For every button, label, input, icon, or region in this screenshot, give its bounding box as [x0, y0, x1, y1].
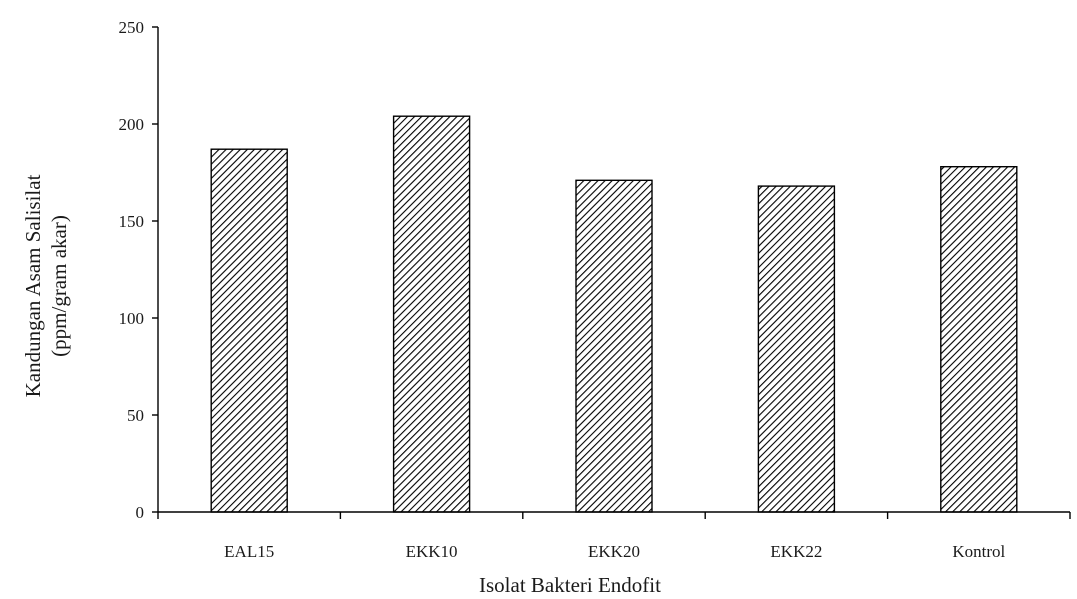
y-tick-label: 250 — [119, 18, 145, 37]
x-tick-label-ekk10: EKK10 — [406, 542, 458, 561]
bars-group — [210, 115, 1018, 513]
y-tick-label: 200 — [119, 115, 145, 134]
y-tick-label: 50 — [127, 406, 144, 425]
x-tick-label-eal15: EAL15 — [224, 542, 274, 561]
x-tick-label-ekk20: EKK20 — [588, 542, 640, 561]
bar-ekk22 — [757, 185, 836, 513]
bar-kontrol — [940, 165, 1018, 513]
x-axis-title: Isolat Bakteri Endofit — [479, 573, 661, 597]
x-tick-label-ekk22: EKK22 — [770, 542, 822, 561]
y-tick-label: 100 — [119, 309, 145, 328]
y-tick-label: 0 — [136, 503, 145, 522]
y-axis-title: Kandungan Asam Salisilat (ppm/gram akar) — [21, 174, 71, 397]
y-axis: 0 50 100 150 200 250 — [119, 18, 159, 522]
bar-ekk20 — [575, 179, 653, 513]
bar-ekk10 — [392, 115, 471, 513]
x-axis: EAL15 EKK10 EKK20 EKK22 Kontrol — [157, 511, 1071, 561]
y-tick-label: 150 — [119, 212, 145, 231]
y-axis-title-line1: Kandungan Asam Salisilat — [21, 174, 45, 397]
x-tick-label-kontrol: Kontrol — [952, 542, 1005, 561]
bar-eal15 — [210, 148, 288, 513]
y-axis-title-line2: (ppm/gram akar) — [47, 215, 71, 357]
